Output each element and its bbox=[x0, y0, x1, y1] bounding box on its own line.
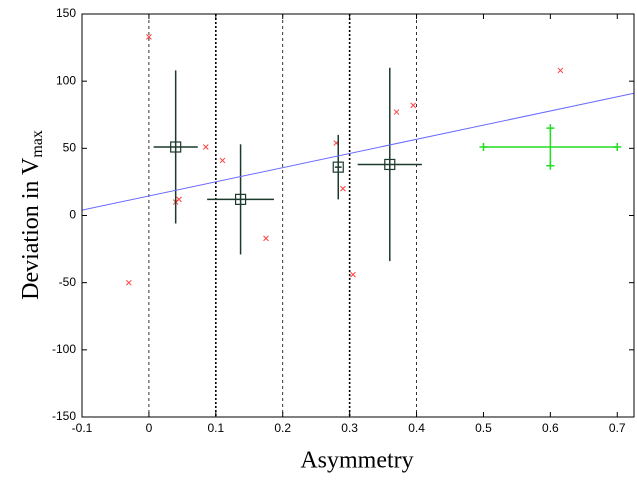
point bbox=[332, 161, 344, 173]
y-tick-label: -50 bbox=[59, 275, 77, 289]
point bbox=[176, 196, 182, 203]
point bbox=[170, 141, 182, 153]
x-tick-label: 0.5 bbox=[475, 421, 492, 435]
y-axis-label: Deviation in Vmax bbox=[18, 130, 46, 300]
x-tick-label: 0.1 bbox=[207, 421, 224, 435]
x-tick-label: 0.4 bbox=[408, 421, 425, 435]
point bbox=[393, 109, 400, 115]
error-cap bbox=[546, 124, 555, 133]
plot-frame bbox=[81, 13, 635, 418]
y-tick-label: -150 bbox=[52, 409, 76, 423]
x-tick-label: 0 bbox=[146, 421, 153, 435]
error-cap bbox=[613, 142, 622, 151]
point bbox=[350, 271, 356, 278]
x-tick-label: 0.7 bbox=[609, 421, 626, 435]
x-tick-label: 0.2 bbox=[274, 421, 291, 435]
x-tick-label: 0.3 bbox=[341, 421, 358, 435]
error-cap bbox=[479, 142, 488, 151]
y-tick-label: 150 bbox=[56, 6, 76, 20]
point bbox=[125, 279, 132, 286]
point bbox=[146, 33, 152, 40]
point bbox=[384, 158, 396, 171]
point bbox=[410, 102, 417, 109]
point bbox=[202, 144, 209, 150]
y-axis-label-main: Deviation in V bbox=[18, 157, 44, 300]
point bbox=[263, 235, 269, 242]
y-axis-label-subscript: max bbox=[29, 130, 46, 158]
y-tick-label: 50 bbox=[63, 141, 77, 155]
x-tick-label: 0.6 bbox=[542, 421, 559, 435]
point bbox=[219, 157, 226, 164]
fit-line bbox=[81, 92, 635, 211]
error-cap bbox=[546, 161, 555, 170]
y-tick-label: -100 bbox=[52, 342, 76, 356]
x-tick-label: -0.1 bbox=[72, 421, 93, 435]
point bbox=[234, 193, 247, 205]
y-tick-label: 100 bbox=[56, 73, 76, 87]
x-axis-label: Asymmetry bbox=[300, 448, 413, 474]
y-tick-label: 0 bbox=[69, 208, 76, 222]
point bbox=[340, 185, 346, 192]
point bbox=[557, 67, 564, 74]
